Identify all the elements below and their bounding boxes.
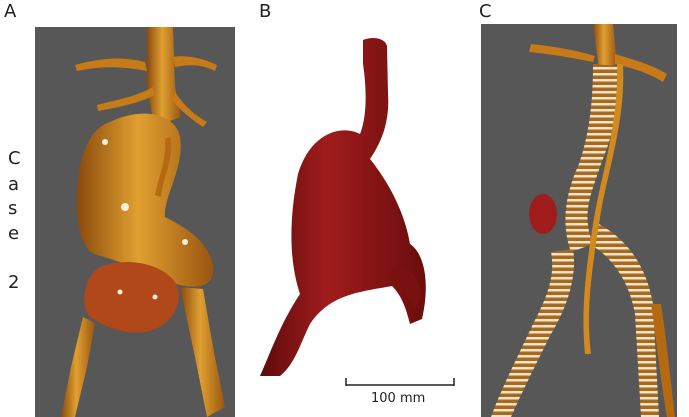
scale-bar — [345, 378, 455, 386]
case-label-letter: 2 — [8, 272, 20, 293]
case-label-letter: s — [8, 198, 18, 219]
case-label-letter: a — [8, 174, 20, 195]
aorta-mesh-model-image — [240, 24, 470, 384]
case-label-letter: C — [8, 148, 21, 169]
panel-label-c: C — [479, 1, 492, 22]
case-label-letter: e — [8, 223, 20, 244]
panel-label-a: A — [4, 1, 17, 22]
stent-graft-ct-render-image — [481, 24, 677, 417]
panel-label-b: B — [259, 1, 272, 22]
scale-bar-label: 100 mm — [371, 391, 426, 406]
aorta-ct-render-image — [35, 27, 235, 417]
